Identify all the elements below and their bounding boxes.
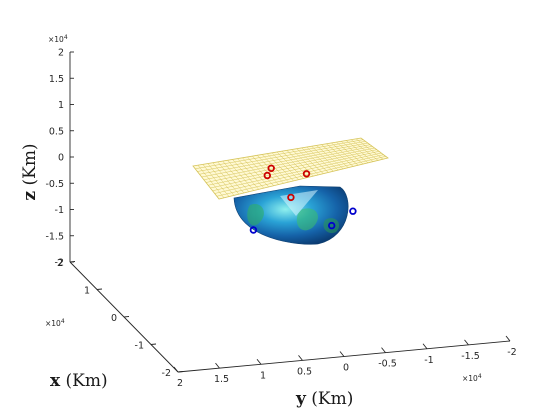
orbital-plane-mesh — [192, 137, 389, 200]
y-tick-label: -1.5 — [461, 351, 480, 362]
plane-grid-line — [212, 152, 382, 191]
z-tick-label: 1 — [58, 100, 64, 111]
x-axis-label: x (Km) — [50, 371, 108, 391]
z-tick-label: -0.5 — [45, 179, 64, 190]
z-tick-label: -1 — [55, 205, 64, 216]
z-tick-label: 1.5 — [49, 74, 64, 85]
x-tick-label: -1 — [135, 341, 144, 352]
plane-grid-line — [214, 154, 384, 194]
z-exponent-label: ×104 — [48, 34, 68, 44]
y-tick-label: 0 — [343, 363, 349, 374]
y-tick-mark — [256, 358, 262, 365]
z-tick-label: 0.5 — [49, 126, 64, 137]
plane-grid-line — [216, 156, 386, 197]
red-marker — [267, 164, 275, 172]
x-tick-mark — [150, 343, 157, 345]
y-tick-label: -2 — [507, 347, 516, 358]
y-tick-mark — [464, 339, 469, 346]
y-tick-label: 0.5 — [297, 366, 312, 377]
y-tick-label: -1 — [424, 355, 433, 366]
x-ticks: 2 1 0 -1 -2 — [57, 258, 184, 379]
y-tick-mark — [173, 366, 179, 373]
z-axis-label: z (Km) — [20, 143, 40, 200]
red-marker — [302, 170, 311, 178]
y-axis-label: y (Km) — [295, 389, 353, 409]
plane-grid-line — [201, 144, 371, 178]
y-tick-mark — [215, 362, 220, 369]
x-tick-mark — [69, 261, 76, 263]
x-tick-mark — [96, 288, 103, 290]
plane-grid-line — [199, 142, 368, 175]
y-tick-label: -0.5 — [378, 359, 397, 370]
y-tick-label: 2 — [177, 378, 183, 389]
z-tick-label: -1.5 — [45, 231, 64, 242]
plane-grid-line — [197, 141, 366, 172]
z-tick-label: 0 — [58, 153, 64, 164]
plane-grid-line — [203, 146, 373, 180]
y-tick-mark — [298, 355, 303, 361]
y-ticks: 2 1.5 1 0.5 0 -0.5 -1 -1.5 -2 — [173, 335, 517, 389]
red-marker — [287, 193, 295, 202]
plane-grid-line — [210, 151, 380, 189]
x-tick-label: 1 — [84, 286, 90, 297]
x-tick-mark — [177, 371, 184, 373]
blue-marker — [328, 221, 336, 230]
plane-grid-line — [208, 149, 377, 186]
y-tick-mark — [381, 347, 386, 353]
blue-marker — [249, 226, 258, 234]
y-exponent-label: ×104 — [462, 373, 482, 383]
x-tick-mark — [123, 316, 130, 318]
data-points — [249, 164, 357, 234]
y-tick-mark — [505, 335, 511, 342]
plane-grid-line — [195, 139, 364, 169]
y-tick-mark — [422, 343, 428, 350]
y-tick-label: 1 — [260, 370, 266, 381]
x-tick-label: -2 — [162, 368, 171, 379]
x-tick-label: 2 — [57, 258, 63, 269]
x-tick-label: 0 — [111, 313, 117, 324]
z-ticks: 2 1.5 1 0.5 0 -0.5 -1 -1.5 -2 — [45, 48, 74, 269]
x-exponent-label: ×104 — [45, 318, 65, 328]
earth-sphere — [233, 185, 349, 245]
z-tick-label: 2 — [58, 48, 64, 59]
y-tick-label: 1.5 — [214, 374, 229, 385]
blue-marker — [349, 207, 357, 215]
plane-grid-line — [205, 147, 375, 183]
y-tick-mark — [339, 351, 345, 357]
red-marker — [263, 171, 271, 180]
z-tick-label: -2 — [55, 258, 64, 269]
axes: 2 1.5 1 0.5 0 -0.5 -1 -1.5 -2 2 1 0 -1 -2 2 1.5 1 0.5 0 -… — [20, 34, 517, 409]
